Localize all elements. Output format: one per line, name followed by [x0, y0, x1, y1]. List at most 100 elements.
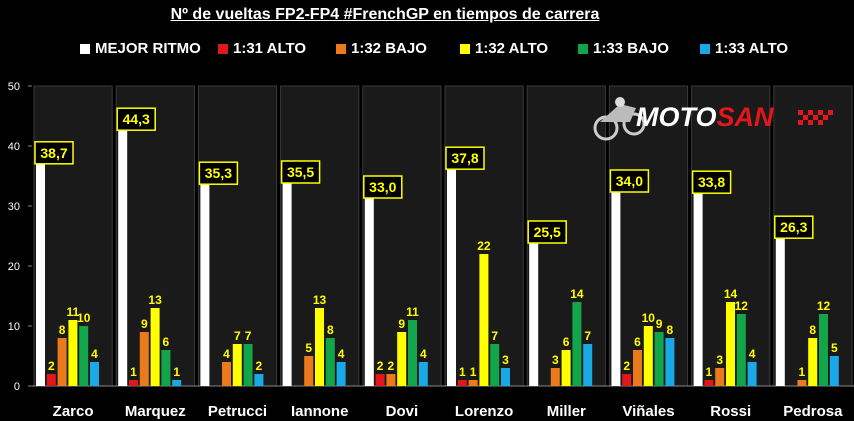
ritmo-value-label: 44,3 [123, 111, 150, 127]
bar-value-label: 13 [148, 293, 162, 307]
bar-value-label: 7 [245, 329, 252, 343]
bar-value-label: 9 [141, 317, 148, 331]
legend-swatch [700, 43, 710, 54]
bar-1-32-bajo [57, 338, 67, 386]
ritmo-label-box [774, 215, 814, 239]
bar-1-32-alto [808, 338, 818, 386]
group-panel [197, 85, 278, 387]
bar-1-33-alto [829, 356, 839, 386]
bar-mejor-ritmo [693, 183, 703, 386]
bar-mejor-ritmo [611, 182, 621, 386]
bar-value-label: 3 [716, 353, 723, 367]
category-label: Miller [547, 403, 586, 420]
legend-item-1: 1:31 ALTO [218, 40, 306, 57]
bar-1-33-alto [336, 362, 346, 386]
bar-value-label: 2 [377, 359, 384, 373]
bar-1-33-alto [747, 362, 757, 386]
ritmo-label-box [527, 220, 567, 244]
chart-title: Nº de vueltas FP2-FP4 #FrenchGP en tiemp… [170, 6, 600, 23]
category-label: Rossi [710, 403, 751, 420]
bar-1-32-bajo [139, 332, 149, 386]
bar-value-label: 9 [656, 317, 663, 331]
y-tick-label: 50 [8, 81, 20, 93]
bar-1-32-alto [561, 350, 571, 386]
bar-mejor-ritmo [282, 173, 292, 386]
ritmo-value-label: 37,8 [451, 150, 478, 166]
bar-1-32-bajo [304, 356, 314, 386]
bar-1-32-bajo [222, 362, 231, 386]
bar-value-label: 10 [77, 311, 91, 325]
bar-1-32-alto [397, 332, 407, 386]
ritmo-label-box [116, 107, 156, 131]
bar-value-label: 22 [477, 239, 491, 253]
bar-value-label: 4 [420, 347, 427, 361]
y-tick-label: 20 [8, 261, 20, 273]
bar-mejor-ritmo [200, 174, 210, 386]
bar-value-label: 8 [809, 323, 816, 337]
bar-value-label: 4 [91, 347, 98, 361]
ritmo-value-label: 38,7 [40, 145, 67, 161]
legend-swatch [218, 43, 228, 54]
bar-1-33-alto [583, 344, 593, 386]
bar-1-31-alto [375, 374, 385, 386]
bar-1-33-bajo [736, 314, 746, 386]
bar-value-label: 8 [59, 323, 66, 337]
category-label: Marquez [125, 403, 186, 420]
bar-1-33-bajo [490, 344, 500, 386]
legend-label: 1:32 ALTO [475, 40, 549, 57]
bar-value-label: 6 [563, 335, 570, 349]
bar-value-label: 14 [724, 287, 738, 301]
bar-mejor-ritmo [364, 188, 374, 386]
bar-value-label: 11 [67, 305, 80, 319]
checkered-flag-icon [798, 110, 833, 125]
bar-1-33-bajo [243, 344, 253, 386]
y-tick-label: 30 [8, 201, 20, 213]
bar-1-31-alto [46, 374, 56, 386]
ritmo-label-box [198, 161, 239, 185]
legend-swatch [460, 43, 470, 54]
bar-value-label: 6 [634, 335, 641, 349]
bar-value-label: 1 [470, 365, 477, 379]
legend-swatch [336, 43, 346, 54]
ritmo-value-label: 34,0 [616, 173, 643, 189]
y-tick-label: 40 [8, 141, 20, 153]
bar-value-label: 8 [327, 323, 334, 337]
bar-1-31-alto [704, 380, 714, 386]
bar-1-32-alto [726, 302, 735, 386]
motorcycle-icon [593, 97, 646, 141]
bar-mejor-ritmo [118, 120, 128, 386]
bar-value-label: 3 [502, 353, 509, 367]
bar-1-32-bajo [797, 380, 807, 386]
bar-value-label: 14 [570, 287, 584, 301]
bar-value-label: 8 [667, 323, 674, 337]
bar-value-label: 1 [459, 365, 466, 379]
bar-1-32-alto [643, 326, 653, 386]
bar-value-label: 7 [584, 329, 591, 343]
bar-1-31-alto [622, 374, 632, 386]
bar-value-label: 13 [313, 293, 327, 307]
bar-1-33-alto [90, 362, 99, 386]
bar-1-33-bajo [161, 350, 171, 386]
bar-1-32-alto [150, 308, 160, 386]
bar-1-33-bajo [79, 326, 89, 386]
ritmo-value-label: 35,3 [205, 165, 232, 181]
bar-1-32-bajo [715, 368, 725, 386]
legend-label: MEJOR RITMO [95, 40, 201, 57]
ritmo-label-box [445, 146, 485, 170]
bar-value-label: 4 [338, 347, 345, 361]
bar-value-label: 1 [706, 365, 713, 379]
bar-1-32-bajo [468, 380, 478, 386]
bar-1-32-alto [479, 254, 489, 386]
bar-1-32-alto [315, 308, 324, 386]
category-label: Dovi [386, 403, 419, 420]
bar-1-33-alto [665, 338, 675, 386]
ritmo-value-label: 33,0 [369, 179, 396, 195]
bar-value-label: 4 [223, 347, 230, 361]
legend-label: 1:33 ALTO [715, 40, 789, 57]
bar-1-33-bajo [408, 320, 417, 386]
legend-label: 1:33 BAJO [593, 40, 669, 57]
bar-value-label: 9 [398, 317, 405, 331]
legend-label: 1:32 BAJO [351, 40, 427, 57]
category-label: Pedrosa [783, 403, 843, 420]
ritmo-value-label: 33,8 [698, 174, 725, 190]
